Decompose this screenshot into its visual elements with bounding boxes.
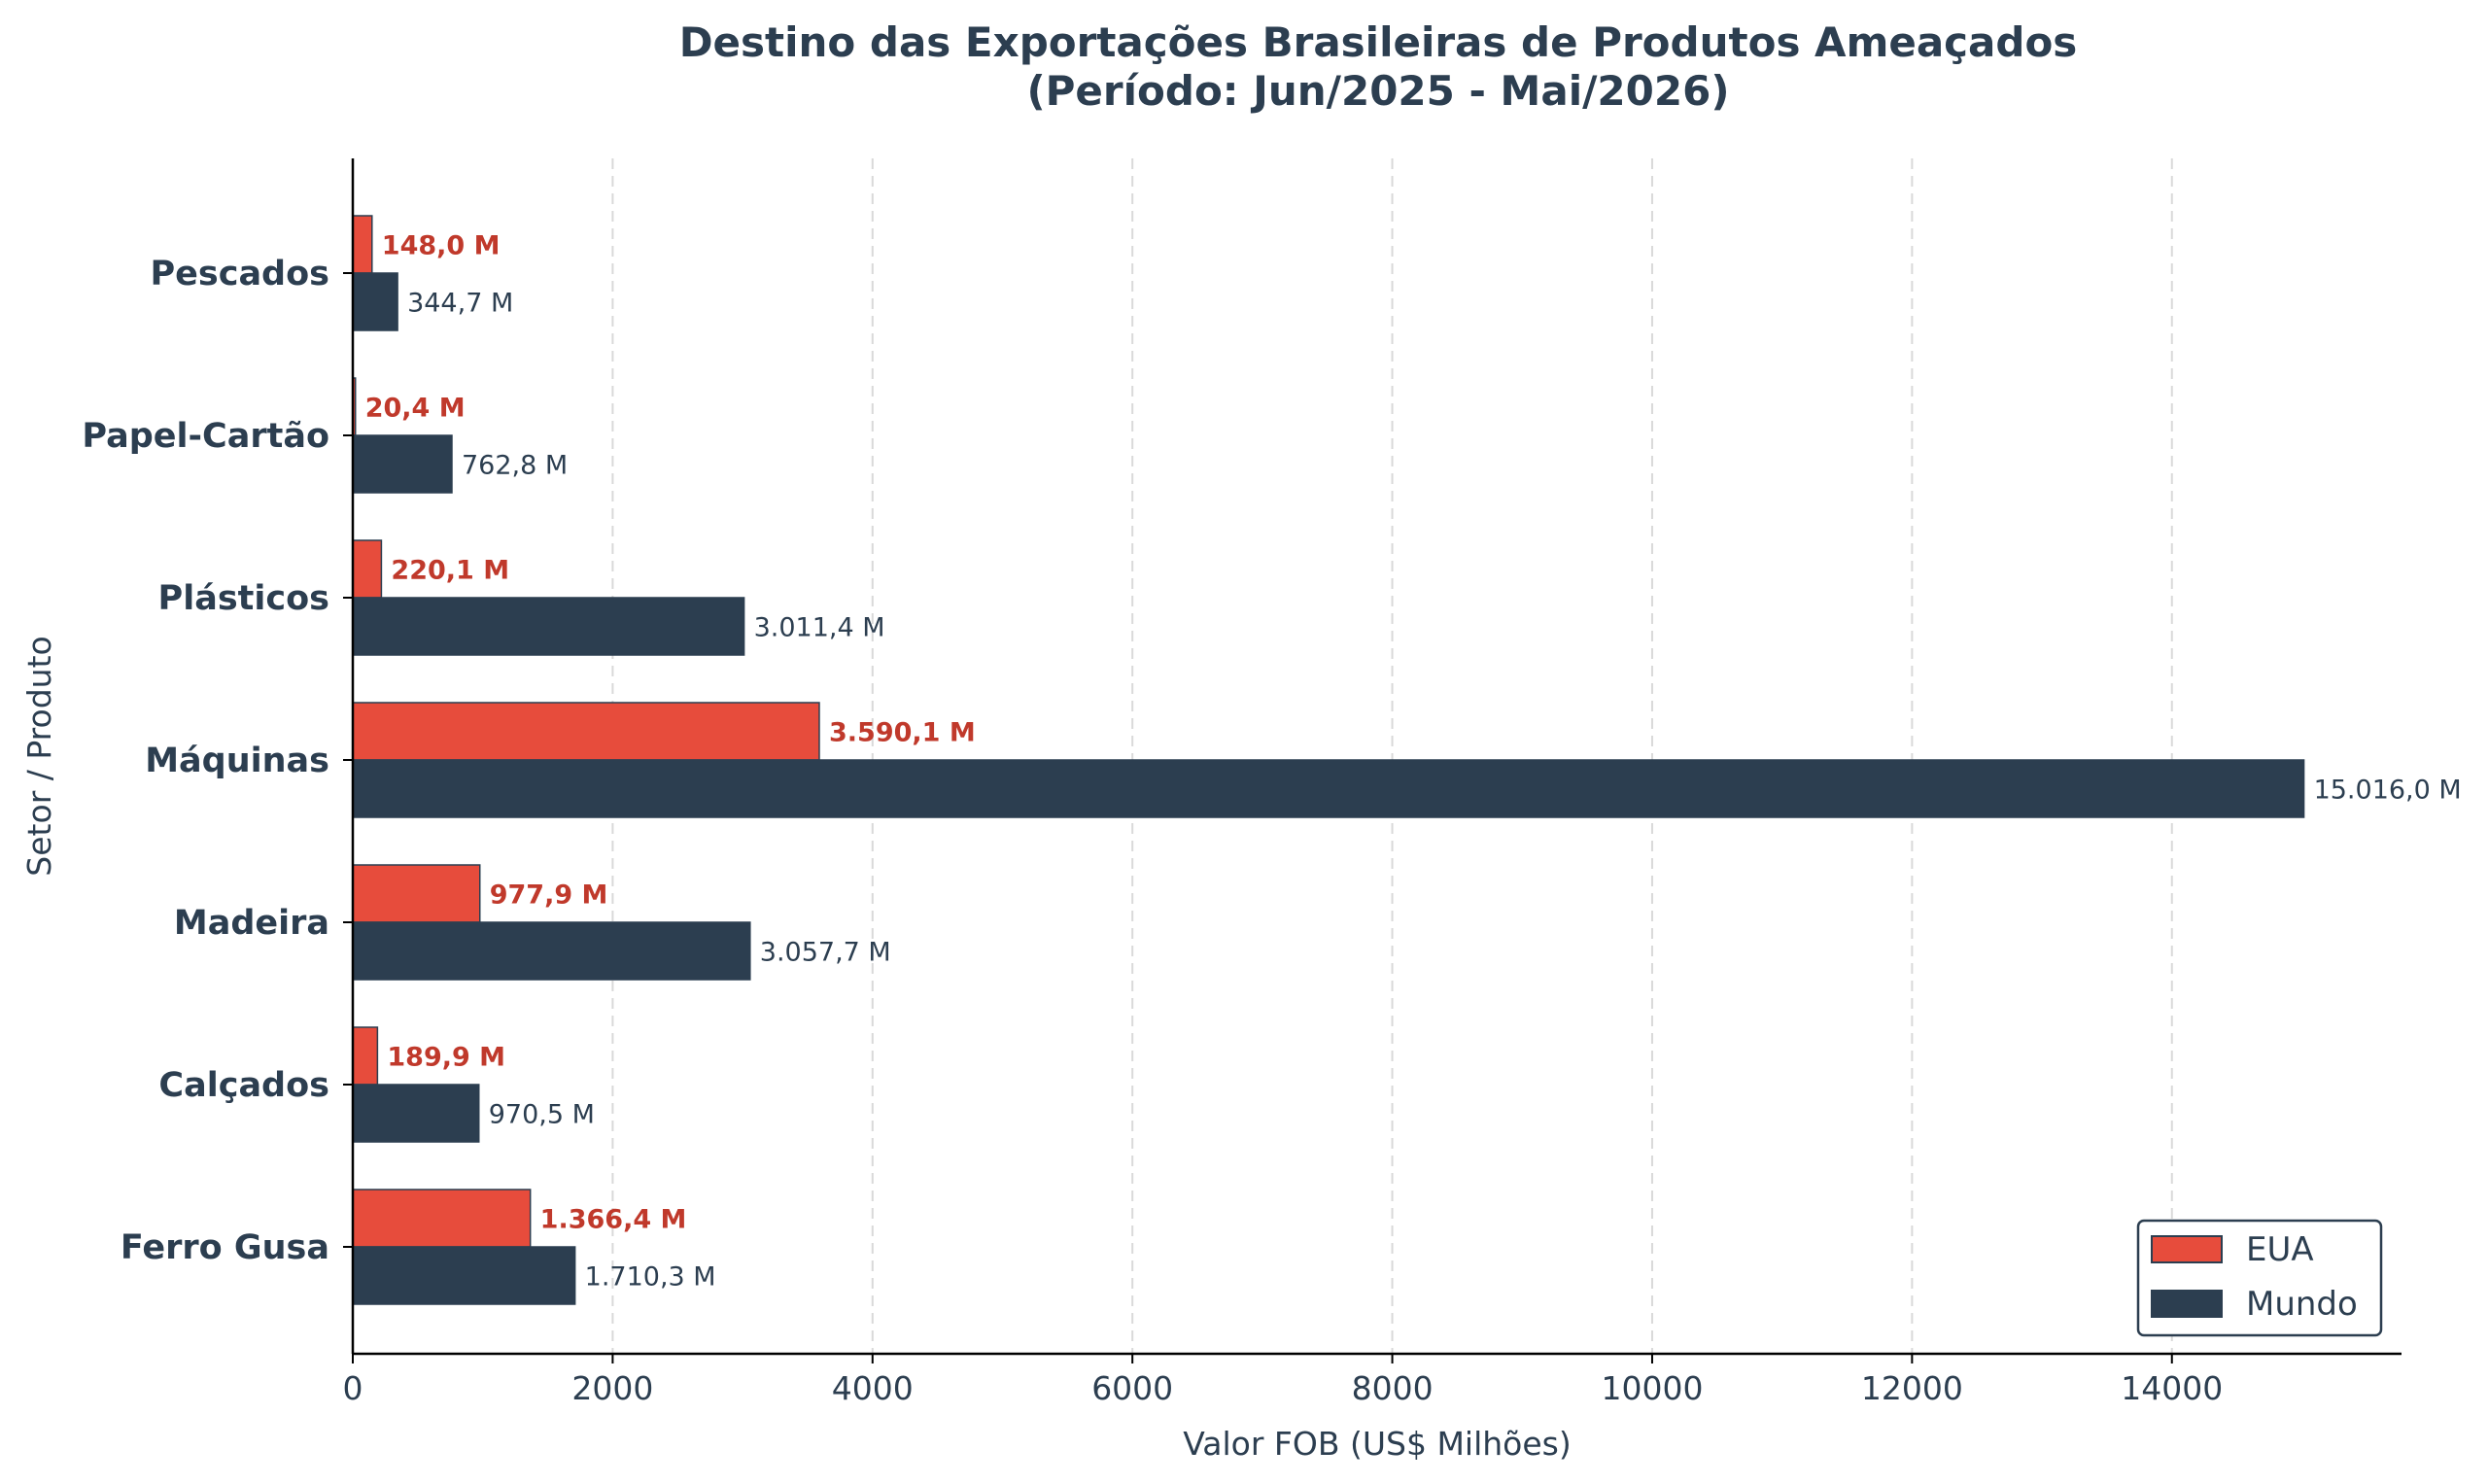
category-label-calcados: Calçados <box>158 1066 329 1105</box>
bar-mundo-madeira <box>352 921 751 981</box>
x-tick-label: 10000 <box>1601 1369 1703 1407</box>
x-tick-label: 0 <box>343 1369 363 1407</box>
category-label-plasticos: Plásticos <box>158 579 329 618</box>
bar-mundo-maquinas <box>352 759 2305 818</box>
data-labels: 148,0 M 344,7 M 20,4 M 762,8 M 220,1 M 3.011,… <box>365 231 2462 1293</box>
bar-mundo-papel-cartao <box>352 434 453 494</box>
data-label-eua-calcados: 189,9 M <box>387 1043 505 1073</box>
y-axis-title: Setor / Produto <box>20 636 58 876</box>
legend-swatch-mundo <box>2151 1290 2223 1318</box>
bars <box>352 215 2305 1305</box>
y-ticks: Pescados Papel-Cartão Plásticos Máquinas Mad… <box>82 255 353 1267</box>
data-label-eua-madeira: 977,9 M <box>490 880 608 911</box>
data-label-mundo-maquinas: 15.016,0 M <box>2314 776 2462 806</box>
bar-mundo-ferro-gusa <box>352 1246 576 1305</box>
bar-mundo-plasticos <box>352 597 745 656</box>
bar-mundo-pescados <box>352 272 398 331</box>
x-tick-label: 2000 <box>571 1369 653 1407</box>
chart-subtitle: (Período: Jun/2025 - Mai/2026) <box>1026 67 1729 115</box>
x-tick-label: 14000 <box>2121 1369 2223 1407</box>
data-label-mundo-calcados: 970,5 M <box>489 1100 595 1130</box>
data-label-eua-pescados: 148,0 M <box>382 231 501 261</box>
bar-eua-ferro-gusa <box>352 1189 532 1248</box>
data-label-eua-ferro-gusa: 1.366,4 M <box>540 1205 687 1235</box>
category-label-pescados: Pescados <box>150 255 329 293</box>
category-label-maquinas: Máquinas <box>145 742 329 780</box>
bar-eua-maquinas <box>352 702 820 761</box>
data-label-mundo-papel-cartao: 762,8 M <box>462 451 568 481</box>
data-label-mundo-madeira: 3.057,7 M <box>760 938 891 968</box>
x-tick-label: 12000 <box>1861 1369 1963 1407</box>
x-ticks: 0 2000 4000 6000 8000 10000 12000 14000 <box>343 1354 2223 1407</box>
bar-eua-calcados <box>352 1026 379 1086</box>
x-tick-label: 8000 <box>1352 1369 1434 1407</box>
data-label-eua-plasticos: 220,1 M <box>391 556 509 586</box>
legend-swatch-eua <box>2151 1235 2223 1263</box>
grid-lines <box>611 158 2173 1354</box>
category-label-ferro-gusa: Ferro Gusa <box>121 1228 329 1267</box>
category-label-papel-cartao: Papel-Cartão <box>82 417 329 456</box>
category-label-madeira: Madeira <box>174 904 329 943</box>
x-axis-title: Valor FOB (US$ Milhões) <box>1183 1425 1571 1463</box>
data-label-eua-papel-cartao: 20,4 M <box>365 394 466 424</box>
bar-mundo-calcados <box>352 1084 480 1143</box>
bar-eua-madeira <box>352 864 481 923</box>
legend: EUA Mundo <box>2136 1219 2383 1337</box>
data-label-mundo-pescados: 344,7 M <box>407 289 513 319</box>
legend-label-eua: EUA <box>2246 1230 2314 1269</box>
data-label-mundo-ferro-gusa: 1.710,3 M <box>585 1262 716 1293</box>
x-tick-label: 4000 <box>832 1369 914 1407</box>
chart-title: Destino das Exportações Brasileiras de P… <box>679 18 2078 66</box>
legend-label-mundo: Mundo <box>2246 1285 2358 1324</box>
bar-eua-plasticos <box>352 539 383 599</box>
x-tick-label: 6000 <box>1091 1369 1173 1407</box>
data-label-eua-maquinas: 3.590,1 M <box>829 718 976 748</box>
bar-eua-pescados <box>352 215 373 274</box>
data-label-mundo-plasticos: 3.011,4 M <box>754 613 885 643</box>
